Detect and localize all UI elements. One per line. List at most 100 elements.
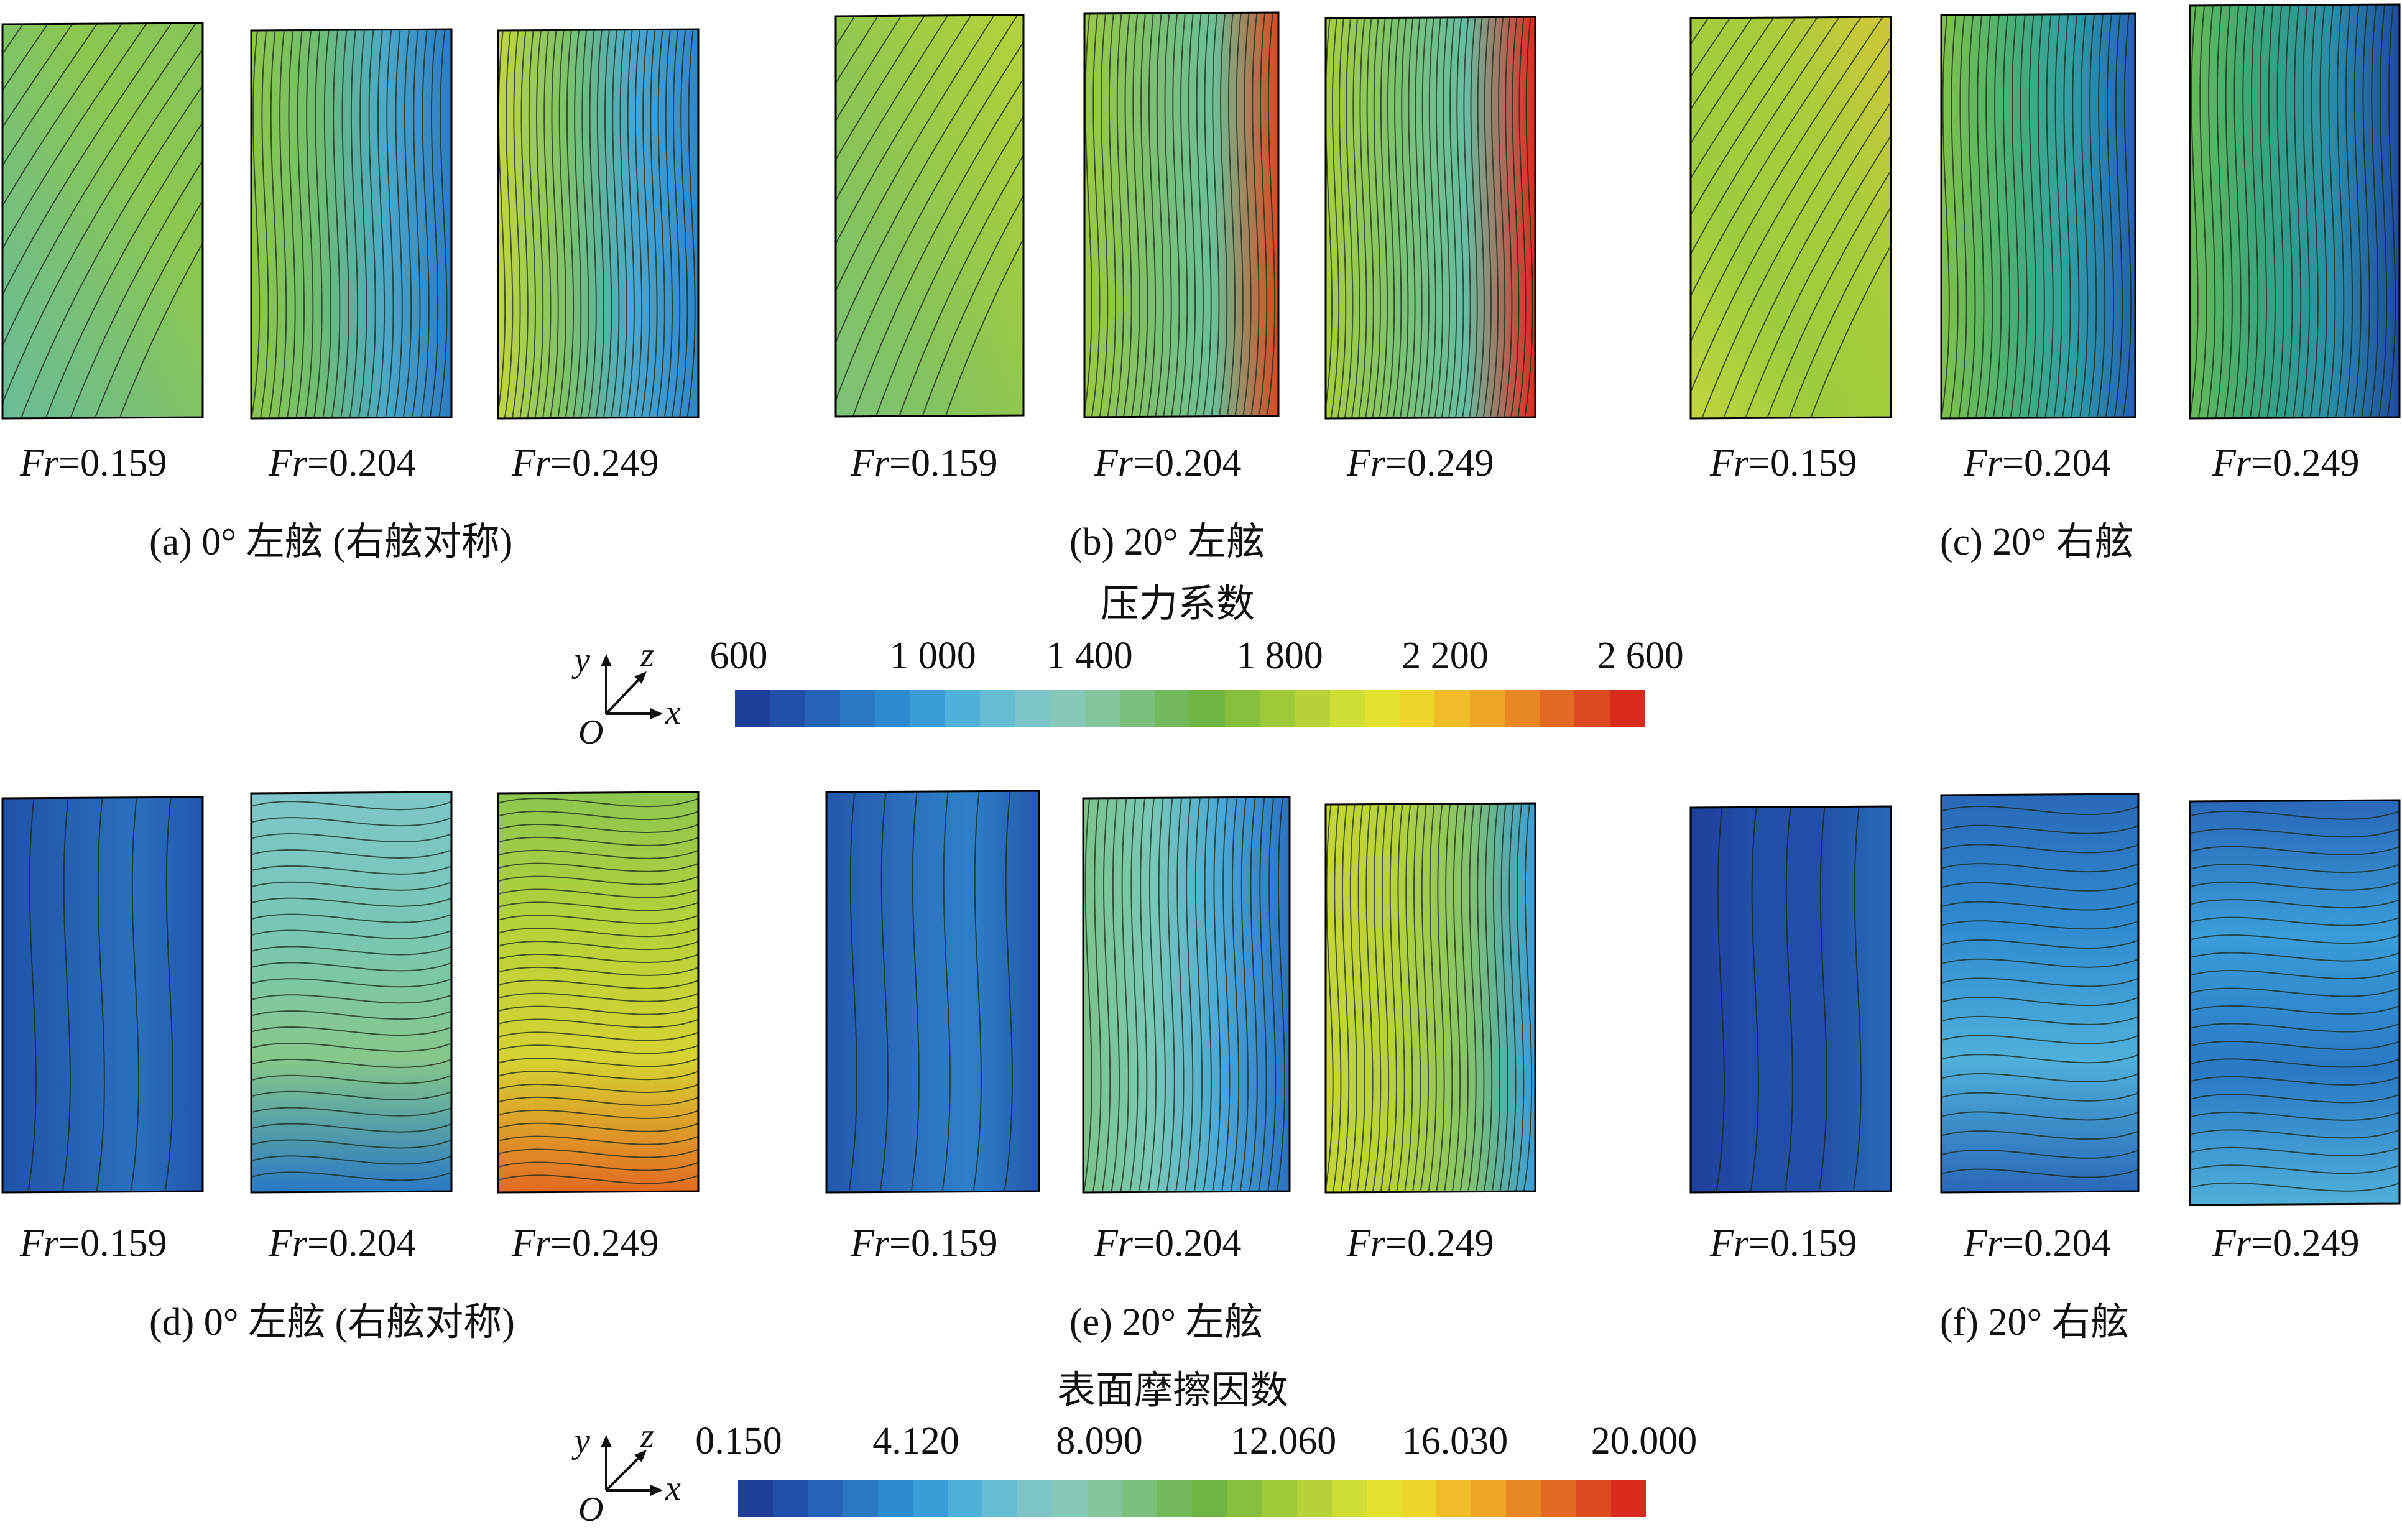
contour-line — [1399, 17, 1409, 418]
blade-surface — [498, 792, 698, 1192]
contour-line — [2190, 1093, 2400, 1104]
contour-line — [1818, 806, 1827, 1192]
contour-line — [1467, 803, 1477, 1192]
contour-surface — [1689, 16, 1892, 420]
colorbar-segment — [1087, 1480, 1122, 1517]
contour-line — [2190, 880, 2400, 891]
contour-line — [411, 29, 421, 418]
contour-line — [1138, 797, 1148, 1192]
fr-label-f3: Fr=0.249 — [2212, 1222, 2360, 1265]
contour-line — [2190, 987, 2400, 997]
blade-outline — [825, 790, 1040, 1194]
contour-line — [1175, 797, 1185, 1192]
contour-line — [498, 966, 698, 976]
plot-a1 — [0, 22, 205, 420]
contour-line — [2061, 14, 2071, 418]
contour-line — [511, 29, 521, 418]
contour-line — [1517, 17, 1527, 418]
pressure-tick-0: 600 — [709, 635, 768, 677]
contour-line — [1379, 17, 1388, 418]
contour-line — [1691, 17, 1776, 418]
contour-line — [836, 15, 880, 417]
contour-line — [498, 862, 698, 872]
contour-line — [1482, 17, 1492, 418]
colorbar-segment — [1401, 1480, 1437, 1517]
contour-line — [1332, 803, 1342, 1192]
contour-line — [498, 979, 698, 989]
contour-line — [1119, 797, 1129, 1192]
contour-line — [498, 836, 698, 846]
contour-line — [1130, 12, 1140, 417]
contour-line — [1242, 12, 1252, 417]
colorbar-segment — [1189, 690, 1225, 727]
contour-line — [580, 29, 589, 418]
contour-line — [1194, 12, 1204, 417]
contour-line — [2105, 14, 2115, 418]
pressure-colorbar — [735, 690, 1645, 727]
contour-line — [118, 23, 203, 418]
contour-line — [1356, 803, 1365, 1192]
contour-line — [130, 797, 139, 1192]
contour-line — [2, 23, 50, 418]
contour-line — [277, 29, 287, 418]
contour-line — [1984, 14, 1993, 418]
contour-line — [2335, 4, 2345, 418]
contour-line — [251, 1009, 451, 1020]
pressure-colorbar-title: 压力系数 — [1101, 583, 1255, 625]
contour-line — [1451, 803, 1461, 1192]
contour-line — [2190, 1004, 2400, 1015]
blade-outline — [1940, 12, 2136, 420]
plot-d2 — [249, 791, 454, 1194]
contour-line — [1941, 920, 2138, 930]
contour-line — [2190, 845, 2400, 855]
contour-line — [384, 29, 394, 418]
contour-line — [1766, 17, 1891, 418]
contour-line — [1941, 1015, 2138, 1025]
contour-line — [1788, 17, 1891, 418]
colorbar-segment — [1052, 1480, 1088, 1517]
blade-outline — [834, 14, 1025, 418]
pressure-tick-2: 1 400 — [1046, 635, 1133, 677]
contour-line — [655, 29, 665, 418]
contour-line — [1435, 803, 1445, 1192]
contour-line — [27, 797, 37, 1192]
contour-surface — [1083, 11, 1280, 418]
contour-line — [836, 15, 1023, 417]
contour-line — [1101, 797, 1111, 1192]
contour-line — [1722, 17, 1891, 418]
colorbar-segment — [1227, 1480, 1262, 1517]
pressure-tick-5: 2 600 — [1597, 635, 1684, 677]
colorbar-segment — [1084, 690, 1120, 727]
plot-a3 — [496, 28, 701, 420]
blade-surface — [826, 791, 1039, 1192]
blade-outline — [497, 28, 700, 420]
colorbar-segment — [875, 690, 910, 727]
plot-b1 — [833, 14, 1026, 418]
contour-line — [2070, 14, 2080, 418]
colorbar-segment — [1224, 690, 1260, 727]
caption-e: (e) 20° 左舷 — [1069, 1301, 1263, 1344]
contour-line — [1351, 17, 1360, 418]
contour-line — [1491, 803, 1501, 1192]
contour-line — [251, 945, 451, 956]
contour-line — [1784, 806, 1793, 1192]
contour-line — [376, 29, 386, 418]
contour-line — [498, 1069, 698, 1081]
contour-line — [1443, 803, 1453, 1192]
contour-line — [1691, 17, 1819, 418]
contour-line — [1184, 797, 1194, 1192]
contour-line — [498, 992, 698, 1002]
contour-line — [1357, 17, 1367, 418]
contour-line — [1483, 803, 1493, 1192]
contour-line — [498, 952, 698, 964]
contour-line — [498, 1161, 698, 1171]
contour-surface — [834, 14, 1025, 418]
pressure-tick-4: 2 200 — [1402, 635, 1489, 677]
contour-line — [1691, 17, 1885, 418]
contour-line — [96, 797, 105, 1192]
contour-line — [2326, 4, 2336, 418]
contour-line — [2044, 14, 2054, 418]
contour-line — [557, 29, 566, 418]
plot-f2 — [1939, 793, 2141, 1194]
contour-line — [663, 29, 673, 418]
